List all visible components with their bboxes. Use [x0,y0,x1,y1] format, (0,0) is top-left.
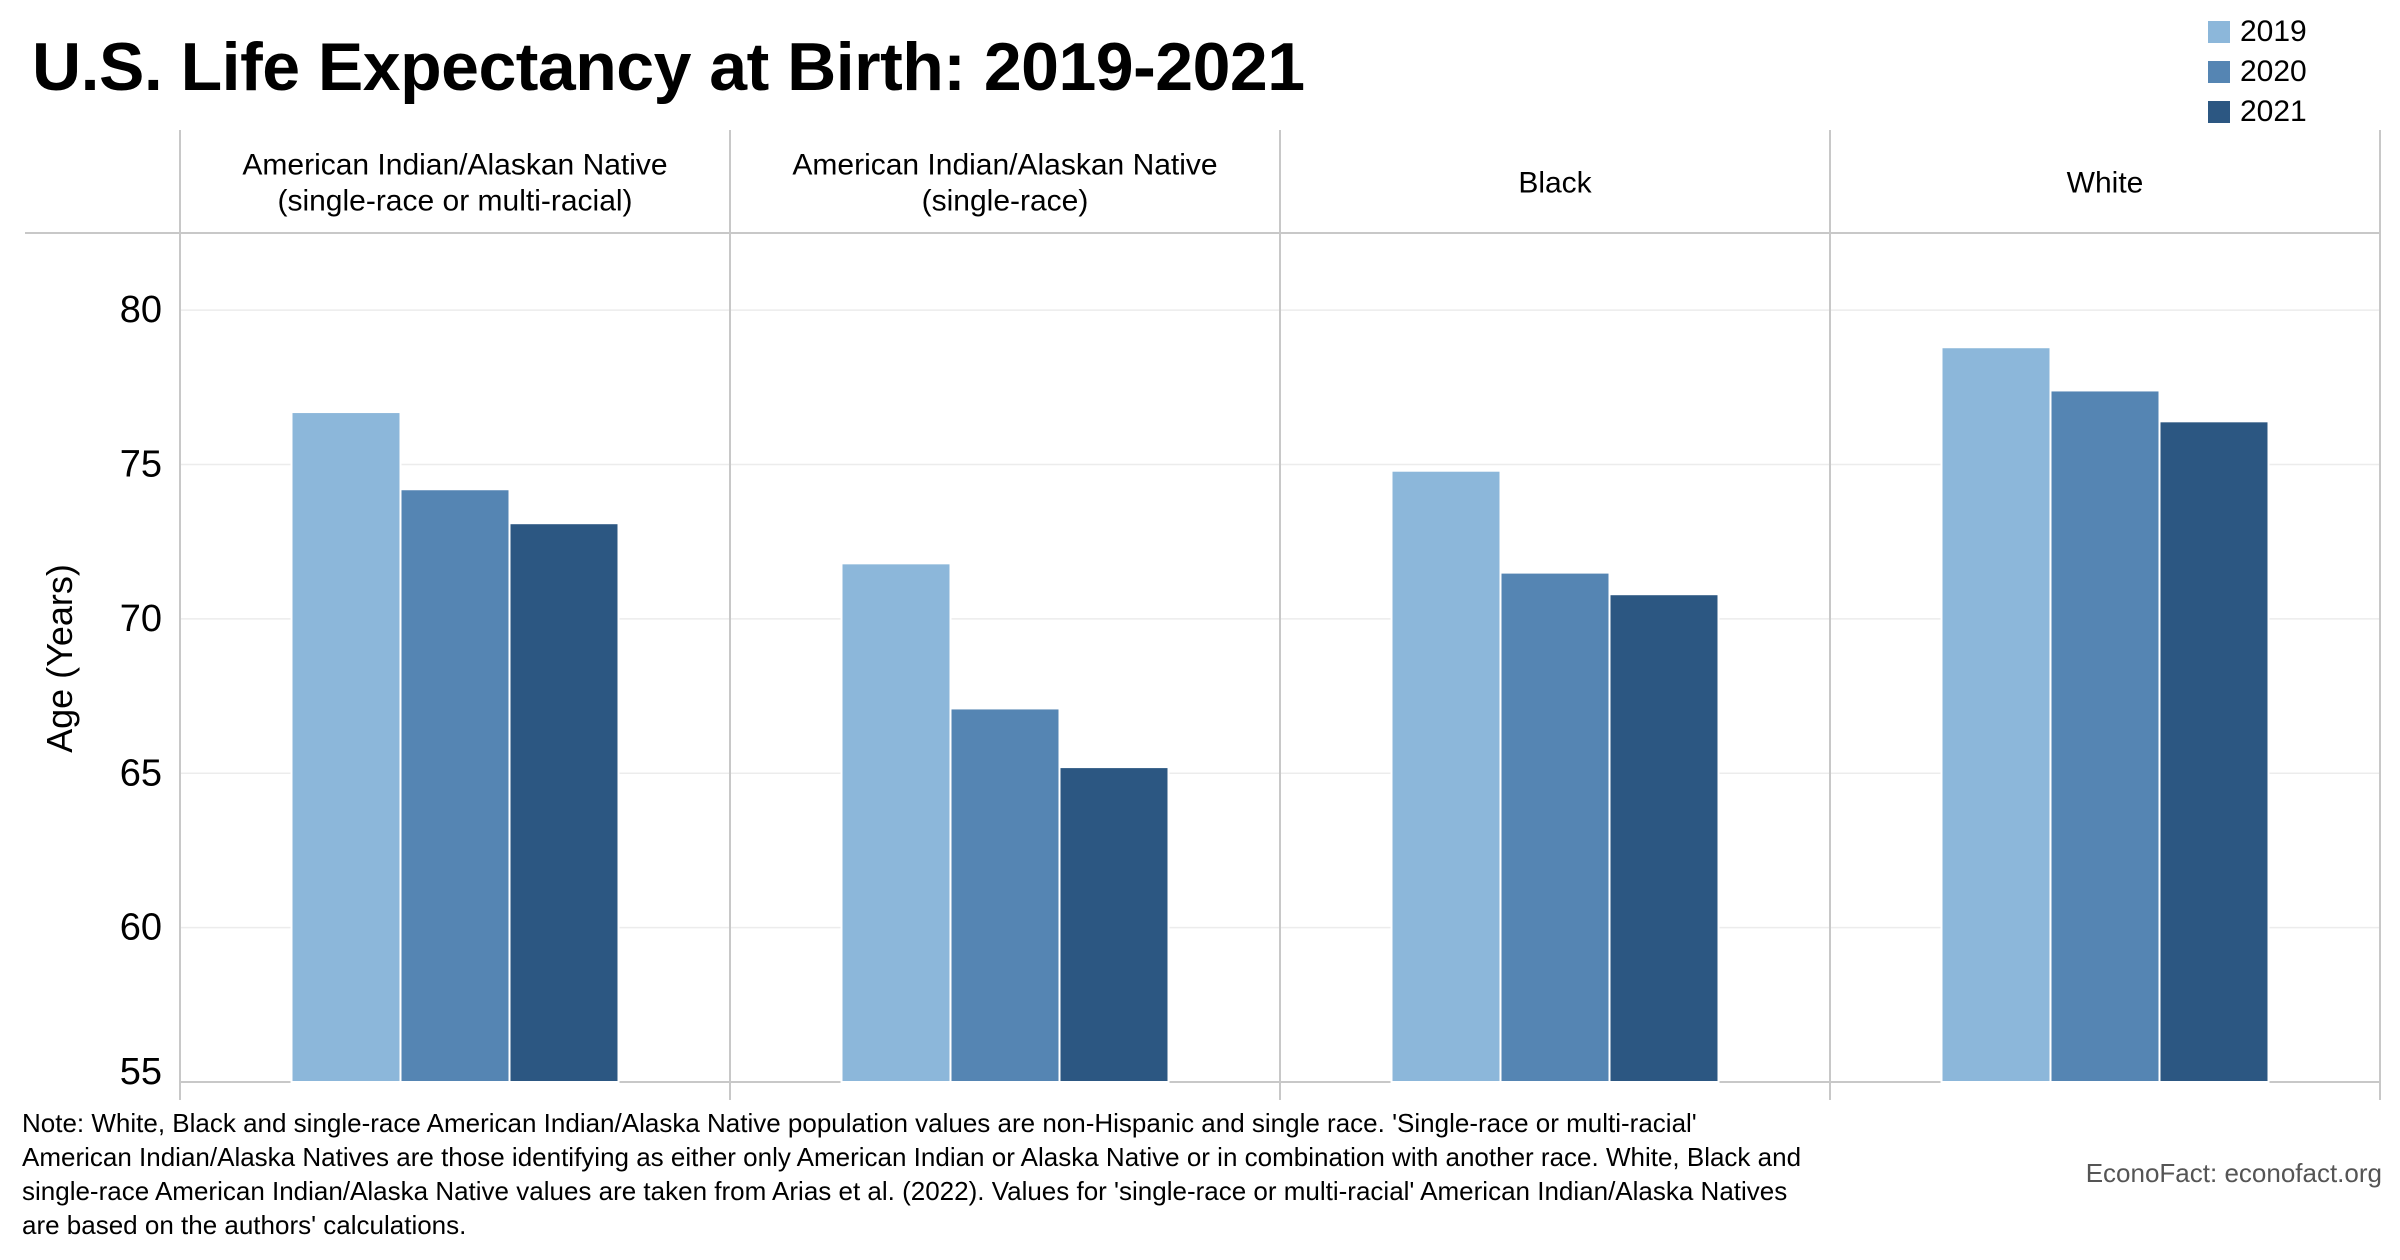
legend-swatch [2208,101,2230,123]
legend-item: 2019 [2208,12,2307,52]
bar-2019 [1390,469,1502,1084]
y-tick-label: 55 [120,1051,162,1093]
category-label: White [2067,167,2144,200]
bar-chart: 55 60 65 70 75 80 Age (Years) American Indian/A… [25,130,2381,1100]
category-label: American Indian/Alaskan Native [242,149,667,182]
bar-2021 [2158,420,2270,1084]
footnote: Note: White, Black and single-race Ameri… [22,1108,1802,1240]
bar-2021 [508,522,620,1083]
bar-2020 [2049,389,2161,1083]
legend-swatch [2208,61,2230,83]
legend-swatch [2208,21,2230,43]
y-tick-label: 75 [120,444,162,486]
legend-label: 2019 [2240,15,2307,48]
legend-item: 2020 [2208,52,2307,92]
y-tick-label: 60 [120,907,162,949]
source-credit: EconoFact: econofact.org [2085,1158,2382,1188]
bar-2021 [1608,593,1720,1084]
bar-2019 [1940,346,2052,1084]
bar-2021 [1058,766,1170,1084]
category-label: (single-race or multi-racial) [277,185,632,218]
y-tick-label: 80 [120,289,162,331]
legend-label: 2020 [2240,55,2307,88]
category-label: Black [1518,167,1592,200]
legend-item: 2021 [2208,92,2307,132]
category-label: (single-race) [922,185,1089,218]
bar-2020 [949,707,1061,1083]
y-tick-label: 70 [120,598,162,640]
legend: 2019 2020 2021 [2208,12,2307,132]
category-label: American Indian/Alaskan Native [792,149,1217,182]
chart-title: U.S. Life Expectancy at Birth: 2019-2021 [32,29,1305,105]
bar-2020 [399,488,511,1083]
bar-2019 [840,562,952,1083]
legend-label: 2021 [2240,95,2307,128]
y-axis-title: Age (Years) [39,564,80,753]
bar-2020 [1499,571,1611,1083]
bar-2019 [290,411,402,1083]
y-tick-label: 65 [120,752,162,794]
